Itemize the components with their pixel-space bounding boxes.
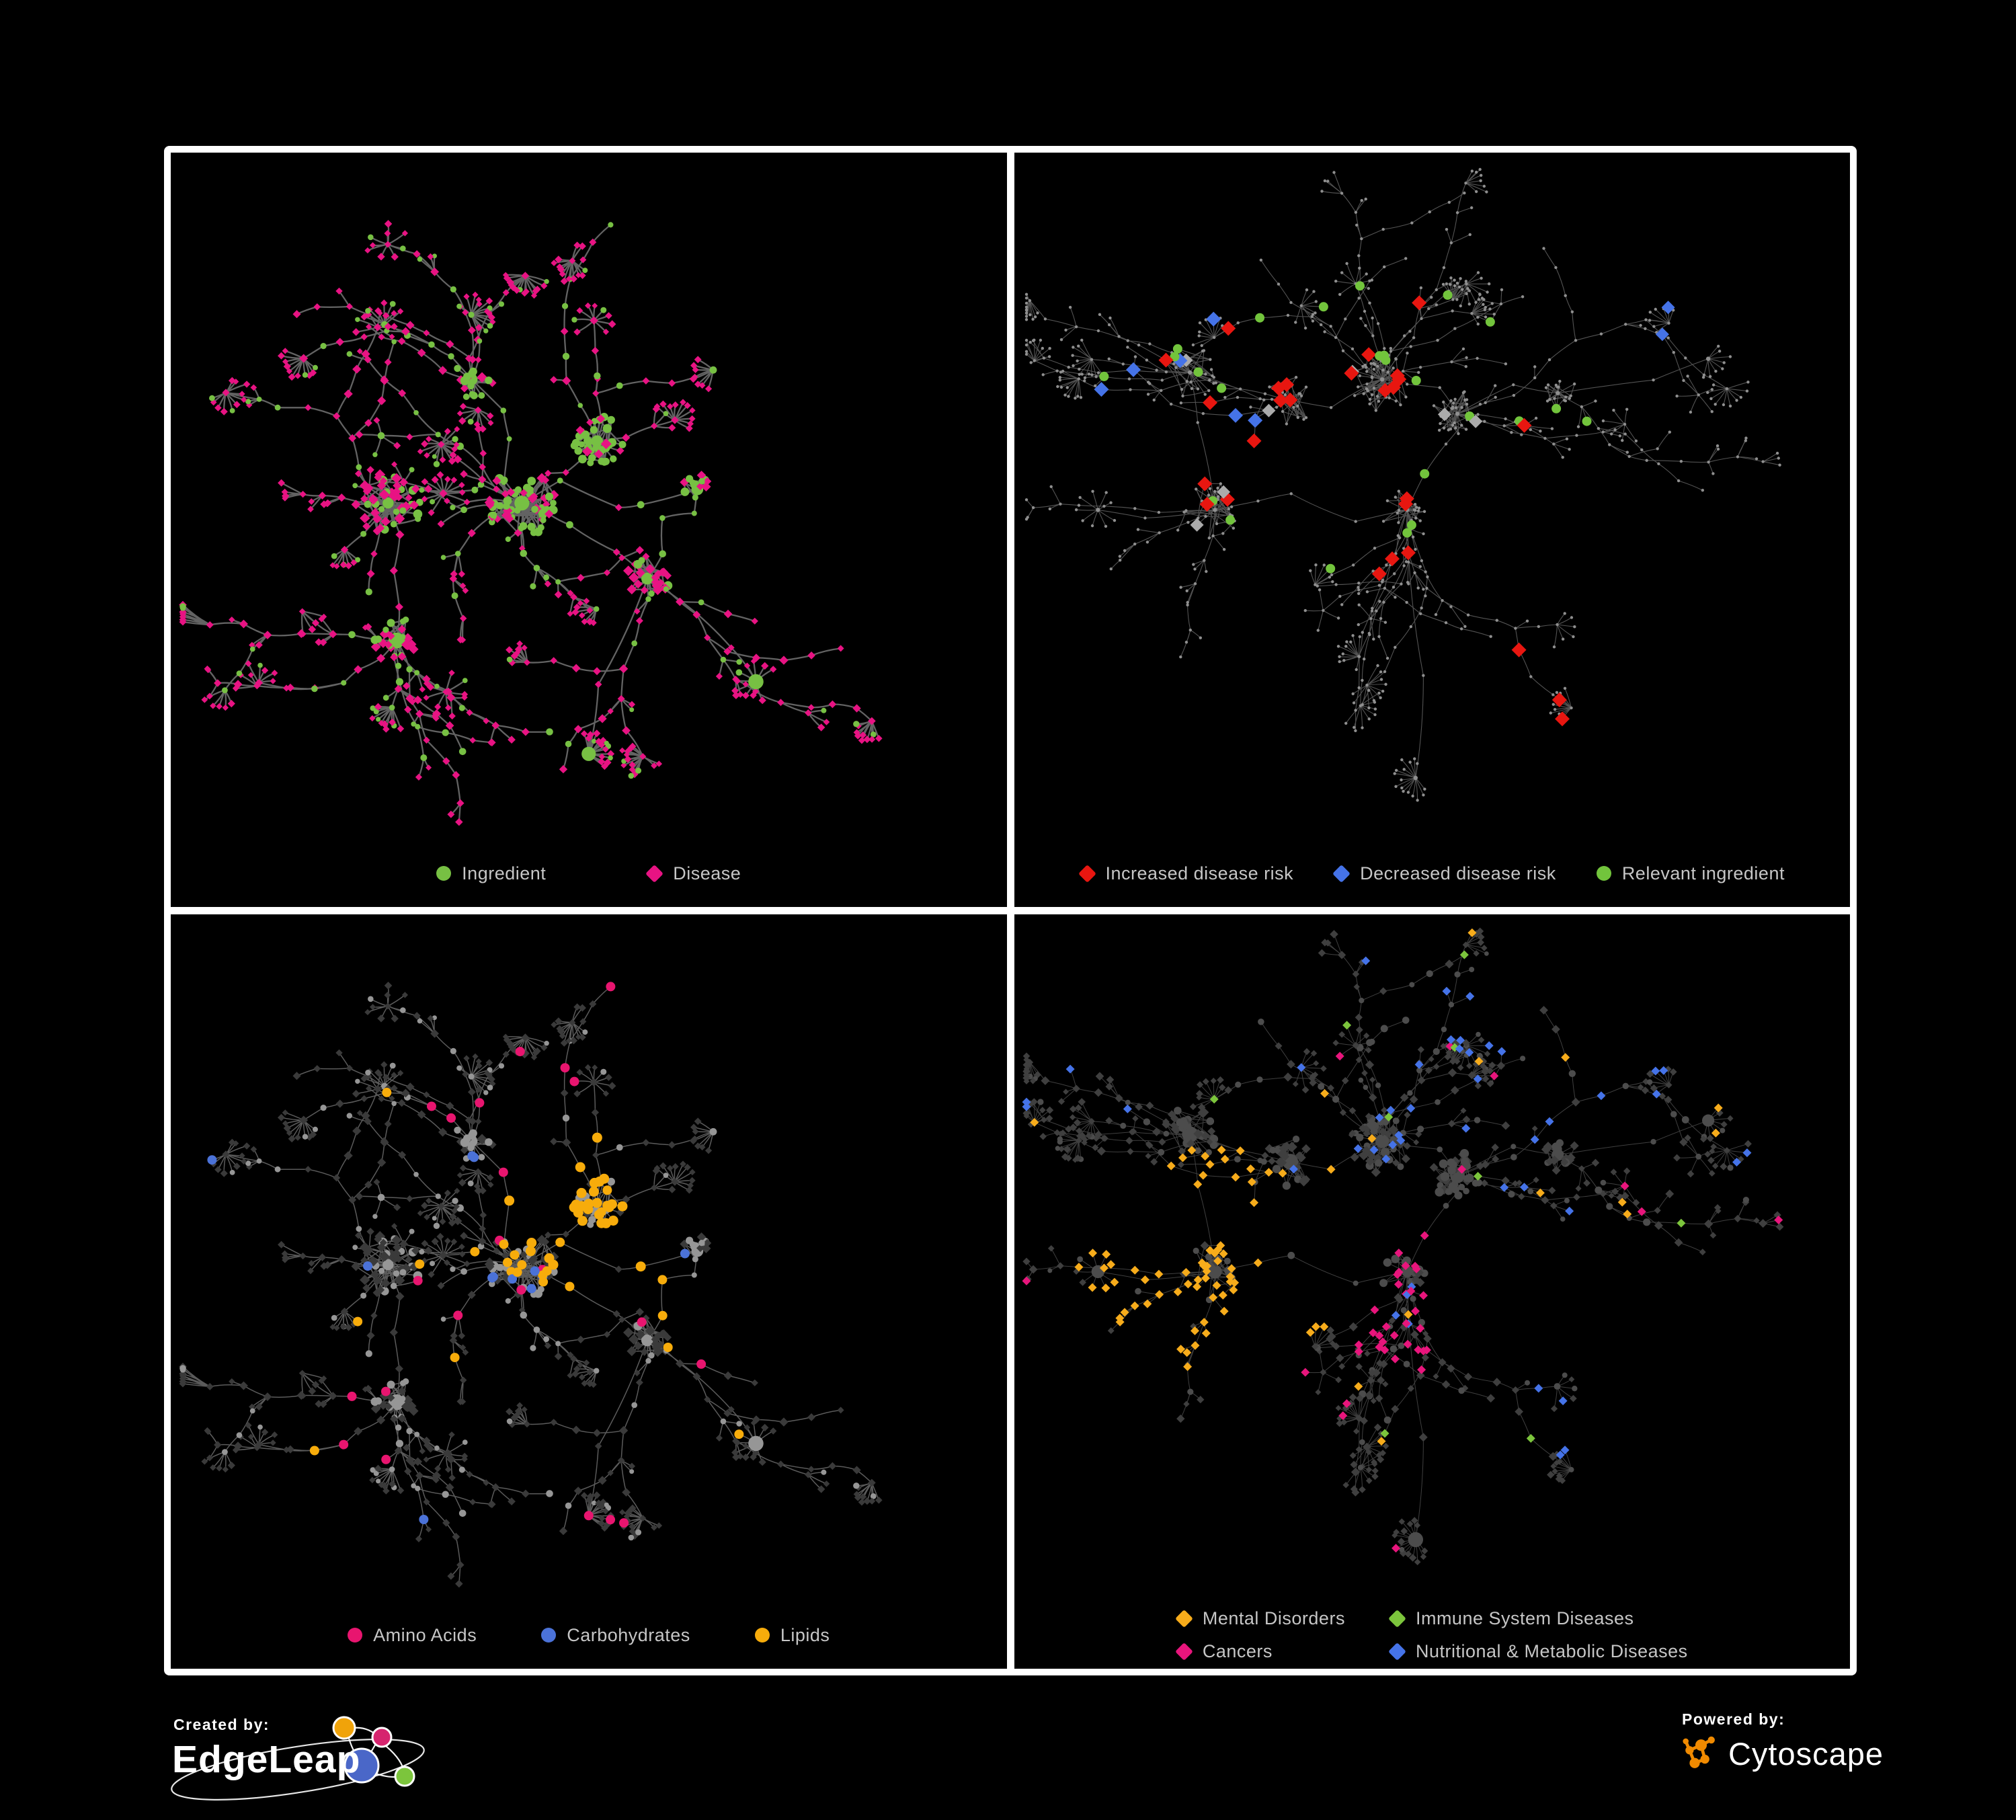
- legend-label: Disease: [673, 863, 741, 883]
- edgeleap-brand-text: EdgeLeap: [172, 1738, 361, 1781]
- legend-ingredient-disease: Ingredient Disease: [171, 840, 1007, 907]
- legend-item: Amino Acids: [348, 1625, 477, 1646]
- ingredient-marker-icon: [436, 866, 452, 881]
- immune-system-marker-icon: [1388, 1610, 1406, 1628]
- carbohydrates-marker-icon: [541, 1628, 557, 1643]
- lipids-marker-icon: [754, 1628, 770, 1643]
- created-by-label: Created by:: [173, 1716, 270, 1733]
- legend-label: Amino Acids: [373, 1624, 477, 1645]
- panel-macronutrients: Amino Acids Carbohydrates Lipids: [171, 914, 1007, 1669]
- network-ingredient-disease: [179, 220, 883, 826]
- cytoscape-icon: [1683, 1736, 1715, 1768]
- relevant-ingredient-marker-icon: [1596, 866, 1611, 881]
- legend-label: Relevant ingredient: [1621, 863, 1785, 883]
- edgeleap-logo-graphic: [171, 1716, 425, 1801]
- legend-label: Ingredient: [462, 863, 547, 883]
- network-macronutrients: [179, 982, 883, 1588]
- increased-risk-marker-icon: [1078, 864, 1096, 883]
- legend-item: Lipids: [754, 1624, 830, 1646]
- nutritional-metabolic-marker-icon: [1388, 1643, 1406, 1661]
- legend-label: Increased disease risk: [1105, 863, 1294, 883]
- legend-item: Immune System Diseases: [1388, 1608, 1688, 1629]
- cytoscape-logo: Powered by: Cytoscape: [1682, 1710, 1884, 1798]
- legend-item: Relevant ingredient: [1596, 863, 1785, 884]
- powered-by-label: Powered by:: [1682, 1710, 1785, 1728]
- legend-disease-categories: Mental Disorders Immune System Diseases …: [1014, 1601, 1851, 1669]
- mental-disorders-marker-icon: [1174, 1610, 1193, 1628]
- legend-item: Cancers: [1174, 1641, 1345, 1662]
- legend-label: Carbohydrates: [567, 1624, 690, 1645]
- legend-label: Nutritional & Metabolic Diseases: [1415, 1641, 1688, 1661]
- legend-label: Immune System Diseases: [1415, 1608, 1634, 1628]
- panel-ingredient-disease: Ingredient Disease: [171, 153, 1007, 907]
- edgeleap-logo: Created by: EdgeLeap: [167, 1708, 462, 1809]
- panel-disease-categories: Mental Disorders Immune System Diseases …: [1014, 914, 1851, 1669]
- legend-macronutrients: Amino Acids Carbohydrates Lipids: [171, 1601, 1007, 1669]
- legend-label: Lipids: [780, 1624, 830, 1645]
- legend-item: Mental Disorders: [1174, 1608, 1345, 1629]
- panel-disease-risk: Increased disease risk Decreased disease…: [1014, 153, 1851, 907]
- cancers-marker-icon: [1174, 1643, 1193, 1661]
- legend-label: Mental Disorders: [1202, 1608, 1345, 1628]
- legend-label: Cancers: [1202, 1641, 1273, 1661]
- legend-item: Carbohydrates: [541, 1625, 690, 1646]
- network-disease-categories: [1022, 927, 1783, 1566]
- legend-disease-risk: Increased disease risk Decreased disease…: [1014, 840, 1851, 907]
- cytoscape-brand-text: Cytoscape: [1728, 1735, 1884, 1772]
- legend-item: Increased disease risk: [1078, 863, 1294, 884]
- amino-acids-marker-icon: [348, 1628, 363, 1643]
- legend-item: Disease: [645, 863, 741, 884]
- legend-label: Decreased disease risk: [1360, 863, 1556, 883]
- four-panel-figure: Ingredient Disease Increased disease ris…: [164, 146, 1857, 1675]
- legend-item: Decreased disease risk: [1332, 863, 1556, 884]
- decreased-risk-marker-icon: [1332, 864, 1351, 883]
- network-disease-risk: [1024, 167, 1781, 802]
- disease-marker-icon: [645, 864, 664, 883]
- legend-item: Ingredient: [436, 863, 546, 884]
- legend-item: Nutritional & Metabolic Diseases: [1388, 1641, 1688, 1662]
